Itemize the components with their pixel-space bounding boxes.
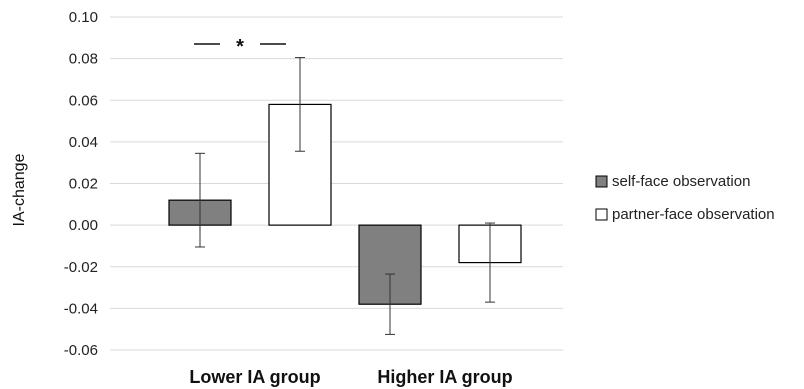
y-tick-label: -0.06 — [64, 342, 98, 359]
significance-star: * — [236, 36, 244, 58]
category-labels: Lower IA group Higher IA group — [189, 367, 512, 387]
y-tick-label: 0.08 — [69, 51, 98, 68]
gridlines — [110, 16, 563, 351]
error-bars — [195, 57, 495, 335]
y-tick-label: 0.04 — [69, 134, 98, 151]
legend-swatch — [595, 175, 608, 188]
y-tick-label: 0.06 — [69, 92, 98, 109]
y-tick-label: 0.00 — [69, 217, 98, 234]
category-label: Higher IA group — [377, 367, 512, 387]
y-tick-label: -0.02 — [64, 259, 98, 276]
y-tick-label: 0.10 — [69, 9, 98, 26]
bars — [168, 103, 522, 305]
legend-label: self-face observation — [612, 173, 750, 190]
category-label: Lower IA group — [189, 367, 320, 387]
legend-label: partner-face observation — [612, 206, 775, 223]
y-tick-labels: 0.10 0.08 0.06 0.04 0.02 0.00 -0.02 -0.04 -0.06 — [64, 9, 98, 359]
y-tick-label: 0.02 — [69, 176, 98, 193]
y-axis-title: IA-change — [11, 153, 28, 226]
legend-swatch — [595, 208, 608, 221]
y-tick-label: -0.04 — [64, 300, 98, 317]
legend: self-face observation partner-face observ… — [595, 173, 775, 223]
significance-annotation: * — [194, 36, 286, 58]
